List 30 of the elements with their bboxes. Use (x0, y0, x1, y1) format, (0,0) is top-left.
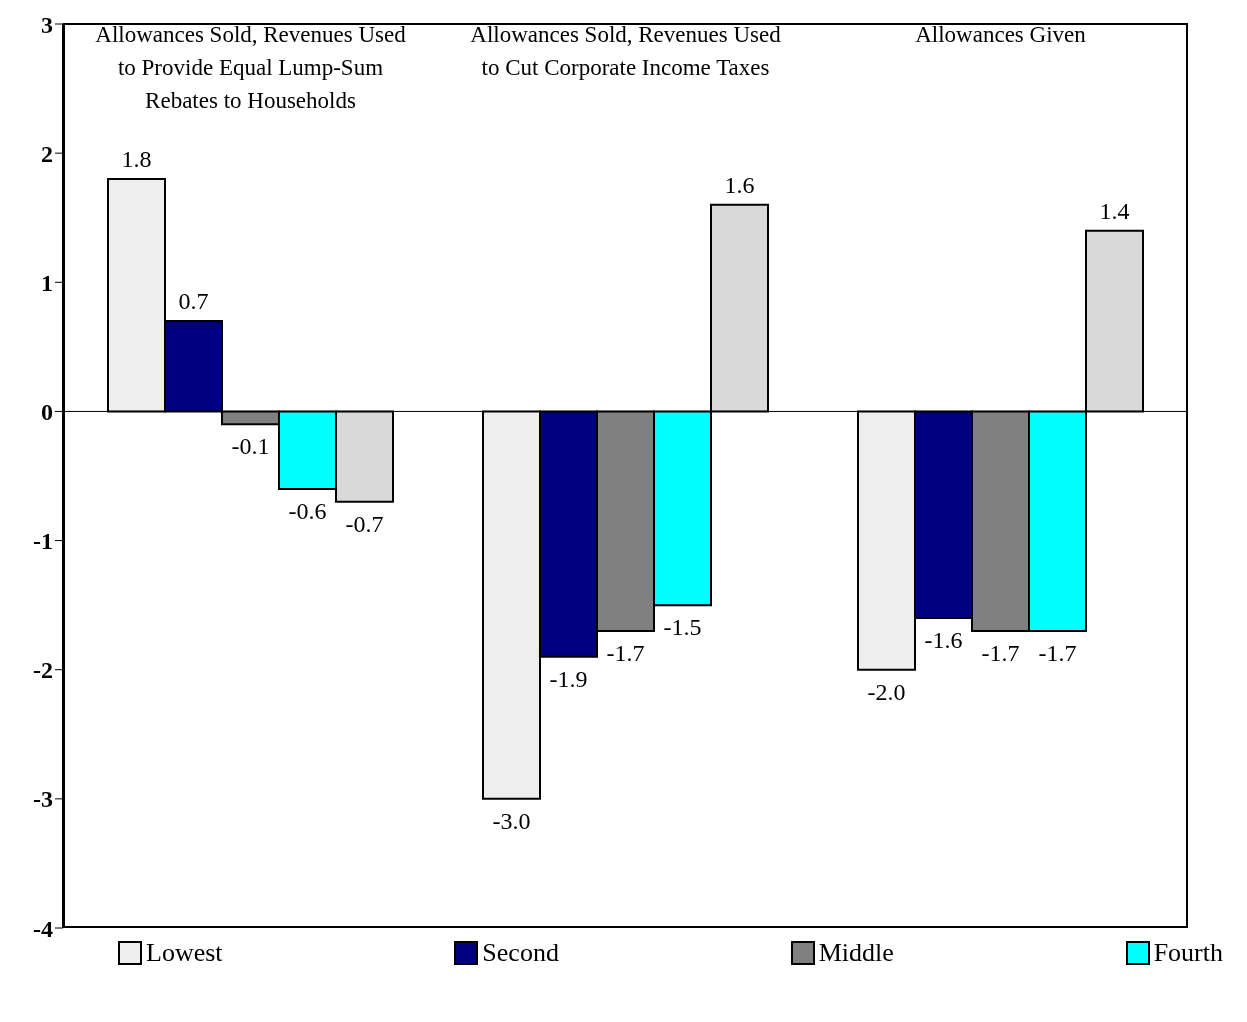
x-tick-label: Allowances Given (915, 22, 1087, 47)
data-label: -0.1 (231, 433, 270, 460)
legend-label: Second (482, 938, 559, 968)
data-label: 1.8 (121, 145, 152, 172)
y-tick-label: 0 (41, 398, 53, 425)
data-label: -3.0 (492, 807, 531, 834)
legend-label: Middle (818, 938, 894, 968)
x-tick-label: Allowances Sold, Revenues Used to Provide Equal Lump-Sum Rebates to Households (95, 22, 407, 113)
data-label: -0.6 (288, 497, 327, 524)
data-label: -1.5 (663, 614, 702, 641)
y-tick-label: 1 (41, 269, 53, 296)
data-label: -1.7 (606, 639, 645, 666)
y-tick-label: 2 (41, 140, 53, 167)
y-tick-label: -3 (33, 786, 53, 813)
y-tick-label: -2 (33, 657, 53, 684)
data-label: 0.7 (178, 288, 209, 315)
y-tick-label: -4 (33, 915, 53, 942)
data-label: -1.6 (924, 627, 963, 654)
data-label: 1.6 (724, 171, 755, 198)
data-label: -1.7 (1038, 639, 1077, 666)
data-label: -1.7 (981, 639, 1020, 666)
data-label: -1.9 (549, 665, 588, 692)
legend-label: Fourth (1153, 938, 1223, 968)
x-tick-label: Allowances Sold, Revenues Used to Cut Corporate Income Taxes (470, 22, 782, 80)
data-label: -2.0 (867, 678, 906, 705)
y-tick-label: 3 (41, 11, 53, 38)
data-label: -0.7 (345, 510, 384, 537)
data-label: 1.4 (1099, 197, 1130, 224)
legend-label: Lowest (146, 938, 223, 968)
y-tick-label: -1 (33, 528, 53, 555)
